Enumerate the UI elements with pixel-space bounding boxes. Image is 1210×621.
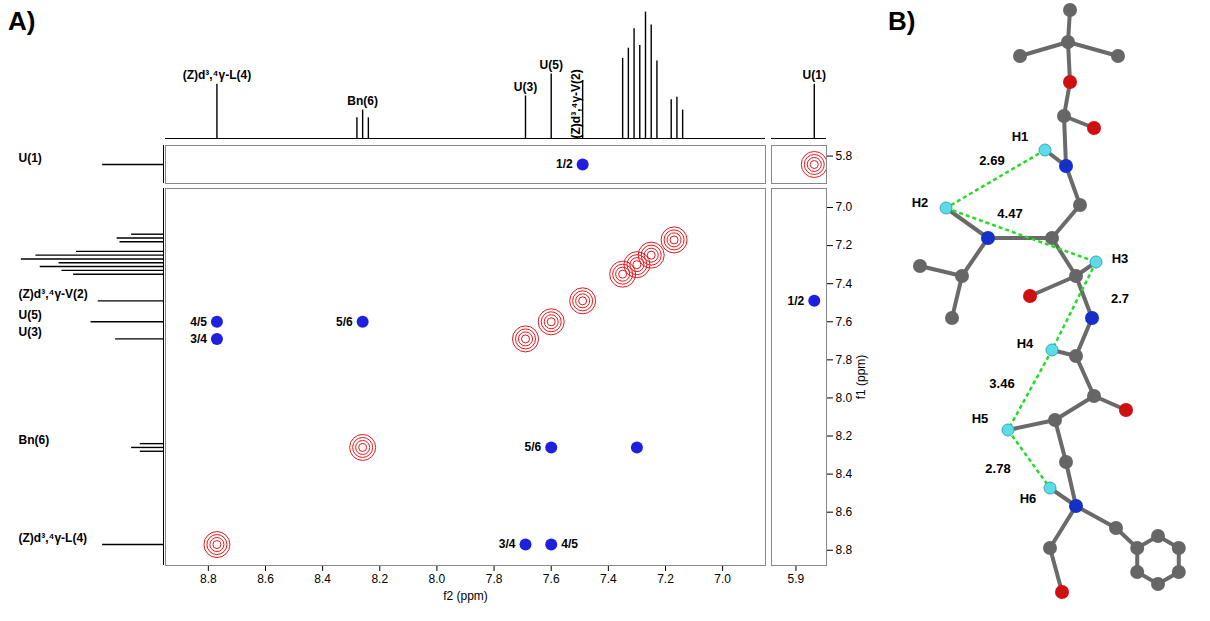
html-text:A): A) [8, 6, 36, 36]
svg-text:8.8: 8.8 [836, 543, 853, 557]
svg-text:7.2: 7.2 [657, 572, 674, 586]
svg-text:8.4: 8.4 [314, 572, 331, 586]
svg-text:Bn(6): Bn(6) [347, 94, 378, 108]
svg-text:H6: H6 [1020, 491, 1037, 506]
svg-text:5.9: 5.9 [788, 572, 805, 586]
svg-text:2.69: 2.69 [979, 153, 1004, 168]
svg-text:8.6: 8.6 [836, 505, 853, 519]
svg-text:3/4: 3/4 [499, 537, 516, 551]
svg-text:(Z)d³,⁴γ-V(2): (Z)d³,⁴γ-V(2) [569, 69, 583, 138]
svg-text:1/2: 1/2 [556, 157, 573, 171]
svg-text:(Z)d³,⁴γ-L(4): (Z)d³,⁴γ-L(4) [19, 531, 88, 545]
svg-text:8.2: 8.2 [371, 572, 388, 586]
svg-text:7.4: 7.4 [600, 572, 617, 586]
svg-text:7.2: 7.2 [836, 238, 853, 252]
svg-text:4.47: 4.47 [997, 206, 1022, 221]
svg-text:B): B) [888, 6, 915, 36]
svg-text:H1: H1 [1012, 129, 1029, 144]
svg-text:7.0: 7.0 [836, 200, 853, 214]
svg-text:2.7: 2.7 [1111, 291, 1129, 306]
svg-text:U(3): U(3) [19, 325, 42, 339]
svg-text:3/4: 3/4 [190, 332, 207, 346]
svg-text:U(1): U(1) [803, 68, 826, 82]
svg-text:8.0: 8.0 [429, 572, 446, 586]
svg-text:7.8: 7.8 [486, 572, 503, 586]
svg-text:8.8: 8.8 [200, 572, 217, 586]
svg-text:7.4: 7.4 [836, 277, 853, 291]
svg-text:5/6: 5/6 [336, 315, 353, 329]
svg-text:H5: H5 [972, 411, 989, 426]
svg-text:U(5): U(5) [540, 58, 563, 72]
svg-text:8.2: 8.2 [836, 429, 853, 443]
svg-text:8.0: 8.0 [836, 391, 853, 405]
svg-text:7.0: 7.0 [714, 572, 731, 586]
svg-text:f1 (ppm): f1 (ppm) [854, 355, 868, 400]
svg-text:8.4: 8.4 [836, 467, 853, 481]
svg-text:5.8: 5.8 [836, 149, 853, 163]
svg-text:7.8: 7.8 [836, 353, 853, 367]
svg-text:U(3): U(3) [514, 80, 537, 94]
svg-text:8.6: 8.6 [257, 572, 274, 586]
svg-text:f2 (ppm): f2 (ppm) [443, 589, 488, 603]
svg-text:5/6: 5/6 [525, 440, 542, 454]
svg-text:H2: H2 [912, 195, 929, 210]
svg-text:U(1): U(1) [19, 151, 42, 165]
svg-text:3.46: 3.46 [989, 376, 1014, 391]
svg-text:1/2: 1/2 [788, 294, 805, 308]
svg-text:U(5): U(5) [19, 308, 42, 322]
svg-text:(Z)d³,⁴γ-V(2): (Z)d³,⁴γ-V(2) [19, 287, 88, 301]
svg-text:4/5: 4/5 [561, 537, 578, 551]
svg-text:7.6: 7.6 [836, 315, 853, 329]
svg-text:H4: H4 [1017, 336, 1034, 351]
svg-text:H3: H3 [1112, 251, 1129, 266]
svg-text:7.6: 7.6 [543, 572, 560, 586]
svg-text:2.78: 2.78 [985, 461, 1010, 476]
svg-text:Bn(6): Bn(6) [19, 433, 50, 447]
svg-text:(Z)d³,⁴γ-L(4): (Z)d³,⁴γ-L(4) [183, 68, 252, 82]
svg-text:4/5: 4/5 [190, 315, 207, 329]
